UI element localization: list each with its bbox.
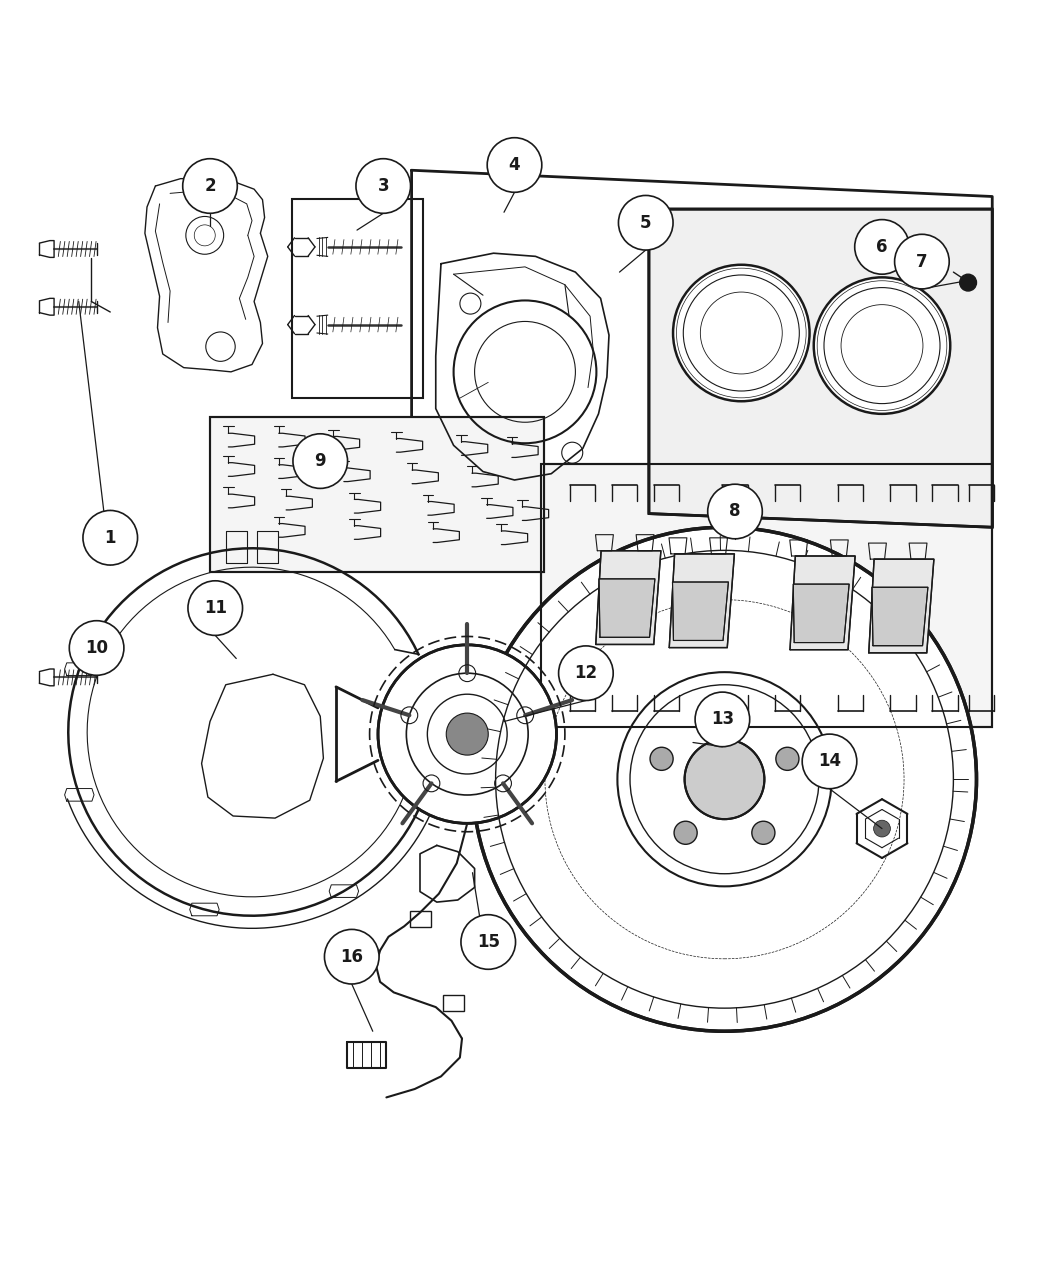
Circle shape (674, 821, 697, 844)
Text: 5: 5 (640, 214, 651, 232)
Circle shape (188, 581, 243, 635)
Polygon shape (595, 551, 660, 644)
Bar (443, 994, 464, 1011)
Circle shape (378, 645, 556, 824)
Bar (292, 199, 423, 398)
Circle shape (874, 820, 890, 836)
Text: 11: 11 (204, 599, 227, 617)
Circle shape (83, 510, 138, 565)
Circle shape (855, 219, 909, 274)
Bar (410, 910, 430, 927)
Circle shape (960, 274, 977, 291)
Circle shape (559, 646, 613, 700)
Text: 15: 15 (477, 933, 500, 951)
Polygon shape (669, 553, 734, 648)
Circle shape (472, 528, 976, 1031)
Circle shape (776, 747, 799, 770)
Bar (541, 464, 992, 727)
Circle shape (461, 914, 516, 969)
Text: 7: 7 (916, 252, 928, 270)
Circle shape (324, 929, 379, 984)
Polygon shape (598, 579, 655, 638)
Text: 14: 14 (818, 752, 841, 770)
Circle shape (183, 158, 237, 213)
Text: 9: 9 (314, 453, 327, 470)
Polygon shape (649, 209, 992, 528)
Circle shape (356, 158, 411, 213)
Text: 1: 1 (105, 529, 116, 547)
Text: 2: 2 (204, 177, 216, 195)
Polygon shape (872, 588, 928, 645)
Circle shape (293, 434, 348, 488)
Polygon shape (868, 560, 933, 653)
Circle shape (618, 195, 673, 250)
Bar (541, 464, 992, 727)
Circle shape (673, 265, 810, 402)
Text: 4: 4 (508, 156, 521, 173)
Text: 13: 13 (711, 710, 734, 728)
Polygon shape (672, 581, 729, 640)
Circle shape (685, 740, 764, 819)
Circle shape (752, 821, 775, 844)
Polygon shape (793, 584, 849, 643)
Text: 3: 3 (377, 177, 390, 195)
Circle shape (69, 621, 124, 676)
Bar (210, 417, 544, 572)
Bar (210, 417, 544, 572)
Circle shape (487, 138, 542, 193)
Polygon shape (790, 556, 855, 650)
Circle shape (650, 747, 673, 770)
Circle shape (802, 734, 857, 789)
Circle shape (895, 235, 949, 289)
Circle shape (814, 278, 950, 414)
Text: 10: 10 (85, 639, 108, 657)
Text: 16: 16 (340, 947, 363, 965)
Circle shape (446, 713, 488, 755)
Circle shape (713, 701, 736, 724)
Circle shape (695, 692, 750, 747)
Text: 12: 12 (574, 664, 597, 682)
Text: 6: 6 (877, 238, 887, 256)
Circle shape (708, 484, 762, 539)
Text: 8: 8 (730, 502, 740, 520)
